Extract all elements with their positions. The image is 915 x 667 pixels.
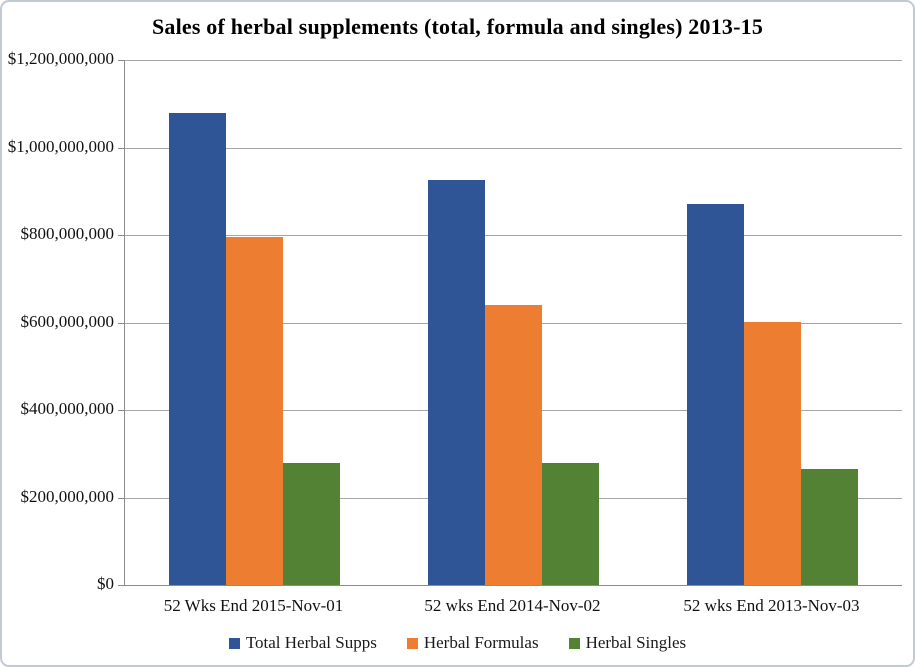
y-axis-tick <box>118 497 124 499</box>
y-axis-label: $1,200,000,000 <box>7 49 114 68</box>
bar-total-herbal-supps <box>687 204 744 585</box>
bar-herbal-formulas <box>485 305 542 585</box>
bar-group <box>384 60 643 585</box>
bar-total-herbal-supps <box>169 112 226 585</box>
bar-group <box>643 60 902 585</box>
chart-legend: Total Herbal Supps Herbal Formulas Herbal … <box>2 633 913 653</box>
y-axis-tick <box>118 235 124 236</box>
y-axis-label: $800,000,000 <box>20 224 115 243</box>
plot-area <box>124 60 902 586</box>
bar-herbal-singles <box>801 469 858 585</box>
chart-title: Sales of herbal supplements (total, form… <box>151 14 764 39</box>
legend-swatch-icon <box>406 637 418 649</box>
bar-herbal-singles <box>283 462 340 585</box>
legend-item-herbal-formulas: Herbal Formulas <box>406 633 539 653</box>
y-axis-tick <box>118 60 124 61</box>
legend-item-herbal-singles: Herbal Singles <box>568 633 687 653</box>
legend-label: Herbal Singles <box>585 633 687 652</box>
bar-group <box>125 60 384 585</box>
gridline <box>125 60 902 61</box>
legend-item-total-herbal-supps: Total Herbal Supps <box>228 633 377 653</box>
x-axis-label: 52 wks End 2014-Nov-02 <box>424 596 601 615</box>
y-axis-label: $0 <box>97 574 114 593</box>
legend-swatch-icon <box>228 637 240 649</box>
y-axis-tick <box>118 410 124 411</box>
bar-herbal-formulas <box>226 237 283 585</box>
bar-herbal-formulas <box>744 321 801 585</box>
y-axis-label: $400,000,000 <box>20 399 115 418</box>
legend-label: Herbal Formulas <box>423 633 539 652</box>
y-axis-tick <box>118 585 124 586</box>
x-axis-label: 52 Wks End 2015-Nov-01 <box>163 596 344 615</box>
bar-herbal-singles <box>542 463 599 585</box>
bar-total-herbal-supps <box>428 180 485 585</box>
y-axis-label: $600,000,000 <box>20 311 115 331</box>
x-axis-label: 52 wks End 2013-Nov-03 <box>683 596 860 615</box>
gridline <box>125 147 902 149</box>
y-axis-label: $200,000,000 <box>20 486 115 506</box>
y-axis-tick <box>118 147 124 149</box>
gridline <box>125 235 902 236</box>
y-axis-label: $1,000,000,000 <box>7 136 114 156</box>
legend-label: Total Herbal Supps <box>245 633 377 652</box>
y-axis-tick <box>118 322 124 324</box>
legend-swatch-icon <box>568 637 580 649</box>
